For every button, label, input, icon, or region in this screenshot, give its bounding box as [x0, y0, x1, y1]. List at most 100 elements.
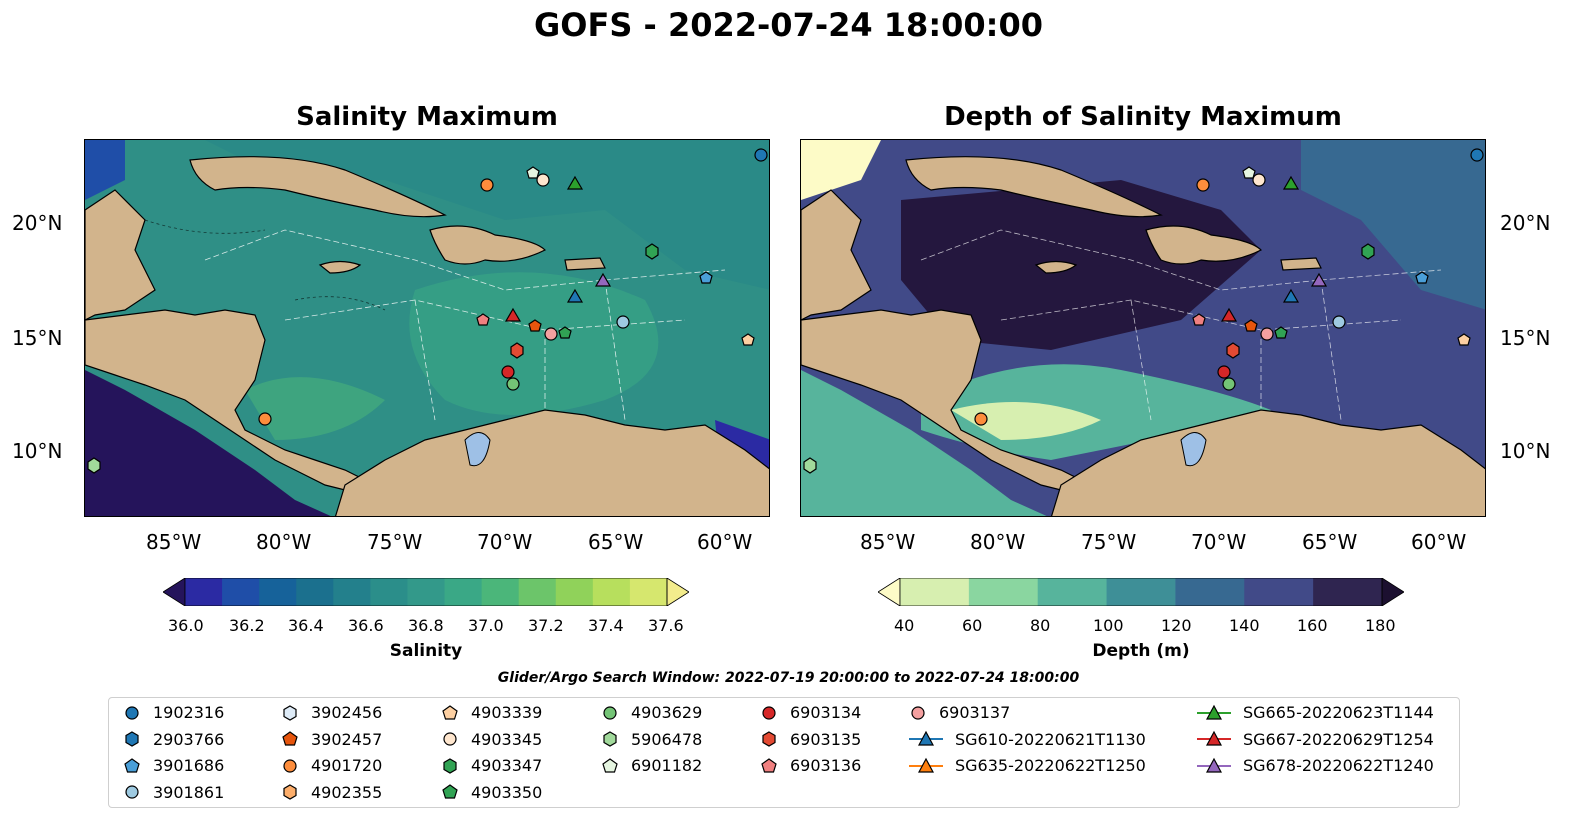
marker-sg678[interactable]	[1310, 272, 1328, 287]
marker-4903339[interactable]	[741, 333, 755, 346]
cbar-tick: 180	[1365, 616, 1396, 635]
marker-4901720[interactable]	[974, 412, 988, 426]
legend-label: SG678-20220622T1240	[1243, 756, 1434, 775]
x-tick-label: 60°W	[697, 530, 753, 554]
marker-6903136[interactable]	[476, 313, 490, 326]
salinity-colorbar-segments	[163, 578, 689, 606]
salinity-map[interactable]	[84, 139, 770, 517]
figure-title: GOFS - 2022-07-24 18:00:00	[534, 6, 1043, 44]
central-america-land	[801, 309, 1083, 491]
marker-4901720-north[interactable]	[480, 178, 494, 192]
marker-6901182[interactable]	[526, 166, 540, 179]
legend-label: 4901720	[311, 756, 383, 775]
legend-label: 4903629	[631, 703, 703, 722]
colorbar-extend-low	[163, 578, 186, 606]
y-tick-label: 20°N	[1500, 211, 1551, 235]
marker-5906478[interactable]	[803, 457, 817, 474]
marker-5906478[interactable]	[87, 457, 101, 474]
legend-item: 5906478	[601, 730, 702, 749]
legend-label: 4903350	[471, 782, 543, 802]
colorbar-segment	[968, 578, 1039, 606]
yucatan-land	[85, 189, 156, 321]
marker-sg610[interactable]	[566, 288, 584, 303]
marker-4903350[interactable]	[1274, 326, 1288, 339]
marker-3902457[interactable]	[1244, 319, 1258, 332]
y-tick-label: 20°N	[12, 211, 63, 235]
marker-3901686[interactable]	[1415, 271, 1429, 284]
marker-sg610[interactable]	[1282, 288, 1300, 303]
legend-circle-icon	[909, 704, 939, 722]
colorbar-extend-low	[878, 578, 901, 606]
legend-label: 2903766	[153, 729, 225, 749]
legend-item: 3901861	[123, 783, 224, 802]
cbar-tick: 40	[894, 616, 915, 635]
colorbar-segment	[555, 578, 594, 606]
cbar-tick: 100	[1093, 616, 1124, 635]
marker-6903134[interactable]	[1217, 365, 1231, 379]
gulf-low-salinity	[85, 140, 125, 200]
marker-sg665[interactable]	[566, 175, 584, 190]
legend-item: 2903766	[123, 730, 224, 749]
colorbar-segment	[481, 578, 520, 606]
marker-4903350[interactable]	[558, 326, 572, 339]
marker-6903137[interactable]	[544, 327, 558, 341]
marker-6903134[interactable]	[501, 365, 515, 379]
legend-item: 4902355	[281, 783, 382, 802]
cbar-tick: 36.2	[229, 616, 265, 635]
colorbar-extend-high	[1381, 578, 1404, 606]
marker-3902457[interactable]	[528, 319, 542, 332]
marker-6903136[interactable]	[1192, 313, 1206, 326]
legend-pentagon-icon	[760, 757, 790, 775]
marker-sg667[interactable]	[1220, 307, 1238, 322]
marker-4901720-north[interactable]	[1196, 178, 1210, 192]
south-america-land	[1050, 409, 1485, 516]
southwest-band	[245, 377, 385, 440]
marker-4903339[interactable]	[1457, 333, 1471, 346]
float-markers-left	[87, 148, 768, 474]
marker-3901861[interactable]	[616, 315, 630, 329]
y-tick-label: 10°N	[12, 439, 63, 463]
legend-item: 6903135	[760, 730, 861, 749]
legend-label: 3902457	[311, 729, 383, 749]
salinity-colorbar-label: Salinity	[389, 641, 463, 661]
marker-4903345[interactable]	[1252, 173, 1266, 187]
marker-1902316[interactable]	[754, 148, 768, 162]
marker-4903345[interactable]	[536, 173, 550, 187]
cuba-land	[905, 156, 1163, 218]
marker-6903135[interactable]	[1226, 342, 1240, 359]
marker-sg667[interactable]	[504, 307, 522, 322]
legend-item: SG635-20220622T1250	[909, 756, 1146, 775]
marker-3901861[interactable]	[1332, 315, 1346, 329]
depth-map[interactable]	[800, 139, 1486, 517]
x-tick-label: 60°W	[1411, 530, 1467, 554]
legend-circle-icon	[123, 783, 153, 801]
marker-4903629[interactable]	[506, 377, 520, 391]
marker-4903347[interactable]	[645, 243, 659, 260]
colorbar-segment	[407, 578, 446, 606]
gulf-shallow-region	[801, 140, 881, 200]
cbar-tick: 160	[1297, 616, 1328, 635]
legend-label: 6901182	[631, 756, 703, 775]
colorbar-extend-high	[666, 578, 689, 606]
marker-6901182[interactable]	[1242, 166, 1256, 179]
marker-4901720[interactable]	[258, 412, 272, 426]
marker-4903629[interactable]	[1222, 377, 1236, 391]
jamaica-land	[1034, 260, 1078, 274]
colorbar-segment	[222, 578, 260, 606]
marker-6903135[interactable]	[510, 342, 524, 359]
hispaniola-land	[1145, 225, 1263, 265]
marker-sg665[interactable]	[1282, 175, 1300, 190]
colorbar-segment	[259, 578, 297, 606]
legend-item: 6903136	[760, 756, 861, 775]
legend-label: SG635-20220622T1250	[955, 756, 1146, 775]
marker-6903137[interactable]	[1260, 327, 1274, 341]
south-america-land	[334, 409, 769, 516]
marker-4903347[interactable]	[1361, 243, 1375, 260]
marker-3901686[interactable]	[699, 271, 713, 284]
legend-label: 4903339	[471, 703, 543, 722]
marker-1902316[interactable]	[1470, 148, 1484, 162]
cbar-tick: 36.6	[348, 616, 384, 635]
marker-sg678[interactable]	[594, 272, 612, 287]
x-tick-label: 85°W	[146, 530, 202, 554]
legend-hexagon-icon	[441, 757, 471, 775]
